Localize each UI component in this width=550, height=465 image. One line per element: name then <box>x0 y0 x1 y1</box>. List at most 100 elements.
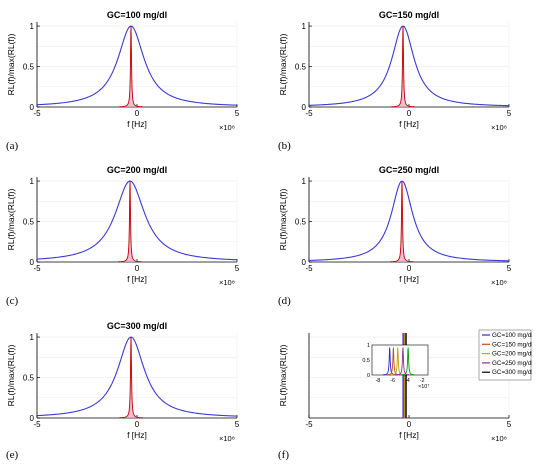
inset-x-tick-label: -8 <box>375 378 380 384</box>
series-line-broad <box>308 25 510 107</box>
series-line-broad <box>36 25 238 106</box>
chart-title: GC=300 mg/dl <box>107 321 167 331</box>
series-line-narrow <box>390 26 416 108</box>
panel-label: (a) <box>6 140 19 152</box>
y-axis-label: RL(f)/max(RL(f)) <box>6 344 16 406</box>
x-exponent-label: ×10⁸ <box>491 278 507 287</box>
chart-panel-d: -5 0 5 0 0.5 1 ×10⁸ f [Hz] RL(f)/max(RL(f)) GC=25… <box>272 157 532 302</box>
x-tick-label: 5 <box>507 420 512 429</box>
y-tick-label: 1 <box>302 177 307 186</box>
series-fill-narrow <box>119 26 143 107</box>
y-axis-label: RL(f)/max(RL(f)) <box>6 33 16 95</box>
y-tick-label: 1 <box>30 22 35 31</box>
x-exponent-label: ×10⁸ <box>219 434 235 443</box>
series-line-narrow <box>118 26 144 108</box>
series-line-narrow <box>118 337 144 419</box>
x-tick-label: 5 <box>235 420 240 429</box>
x-tick-label: 5 <box>507 264 512 273</box>
series-fill-narrow <box>118 181 142 262</box>
x-tick-label: -5 <box>33 109 41 118</box>
y-tick-label: 0 <box>302 103 307 112</box>
chart-svg: -5 0 5×10⁸ f [Hz] RL(f)/max(RL(f)) GC=100 mg/… <box>278 329 533 443</box>
y-tick-label: 0 <box>30 103 35 112</box>
inset-y-tick-label: 0.5 <box>362 358 370 364</box>
series-line-narrow <box>117 181 143 263</box>
y-tick-label: 1 <box>30 333 35 342</box>
legend-entry: GC=200 mg/dl <box>492 351 532 358</box>
series-fill-narrow <box>390 181 414 262</box>
y-tick-label: 0 <box>30 414 35 423</box>
series-line-broad <box>308 180 510 262</box>
chart-panel-f: -5 0 5 ×10⁸ f [Hz] RL(f)/max(RL(f)) GC=100 mg/… <box>272 313 533 458</box>
x-axis-label: f [Hz] <box>399 119 419 129</box>
inset-box <box>371 344 429 376</box>
chart-title: GC=250 mg/dl <box>379 165 439 175</box>
legend-entry: GC=300 mg/dl <box>492 369 532 376</box>
inset-y-tick-label: 1 <box>367 343 370 349</box>
x-axis-label: f [Hz] <box>399 430 419 440</box>
x-tick-label: 5 <box>235 264 240 273</box>
y-tick-label: 0.5 <box>295 218 307 227</box>
x-tick-label: -5 <box>305 264 313 273</box>
x-tick-label: 0 <box>407 109 412 118</box>
chart-panel-b: -5 0 5 0 0.5 1 ×10⁸ f [Hz] RL(f)/max(RL(f)) GC=15… <box>272 2 532 147</box>
chart-panel-a: -5 0 5 0 0.5 1 ×10⁸ f [Hz] RL(f)/max(RL(f)) GC=10… <box>0 2 260 147</box>
panel-label: (e) <box>6 449 19 461</box>
chart-panel-c: -5 0 5 0 0.5 1 ×10⁸ f [Hz] RL(f)/max(RL(f)) GC=20… <box>0 157 260 302</box>
x-axis-label: f [Hz] <box>127 430 147 440</box>
x-tick-label: 0 <box>135 420 140 429</box>
inset-x-tick-label: -6 <box>390 378 395 384</box>
y-tick-label: 0.5 <box>23 218 35 227</box>
x-exponent-label: ×10⁸ <box>219 123 235 132</box>
y-tick-label: 0 <box>302 258 307 267</box>
inset-series-line <box>401 347 415 376</box>
y-tick-label: 0.5 <box>295 63 307 72</box>
x-tick-label: 0 <box>407 264 412 273</box>
x-tick-label: 0 <box>407 420 412 429</box>
panel-label: (b) <box>278 140 291 152</box>
inset-x-exponent: ×10⁷ <box>418 383 429 390</box>
x-tick-label: -5 <box>305 420 313 429</box>
x-tick-label: 0 <box>135 264 140 273</box>
y-axis-label: RL(f)/max(RL(f)) <box>278 188 288 250</box>
panel-label: (f) <box>278 449 289 461</box>
x-exponent-label: ×10⁸ <box>491 123 507 132</box>
y-tick-label: 0.5 <box>23 374 35 383</box>
chart-title: GC=100 mg/dl <box>107 10 167 20</box>
inset-y-tick-label: 0 <box>367 373 370 379</box>
x-tick-label: -5 <box>33 264 41 273</box>
legend-entry: GC=250 mg/dl <box>492 360 532 367</box>
y-tick-label: 0 <box>30 258 35 267</box>
inset-series-line <box>396 347 410 376</box>
x-exponent-label: ×10⁸ <box>491 434 507 443</box>
panel-label: (c) <box>6 295 19 307</box>
panel-label: (d) <box>278 295 291 307</box>
y-axis-label: RL(f)/max(RL(f)) <box>278 33 288 95</box>
y-tick-label: 0.5 <box>23 63 35 72</box>
x-tick-label: 5 <box>235 109 240 118</box>
y-axis-label: RL(f)/max(RL(f)) <box>6 188 16 250</box>
chart-title: GC=150 mg/dl <box>379 10 439 20</box>
x-axis-label: f [Hz] <box>399 274 419 284</box>
series-line-broad <box>36 180 238 261</box>
chart-panel-e: -5 0 5 0 0.5 1 ×10⁸ f [Hz] RL(f)/max(RL(f)) GC=30… <box>0 313 260 458</box>
series-fill-narrow <box>119 337 143 418</box>
inset-x-tick-label: -4 <box>405 378 410 384</box>
x-tick-label: -5 <box>305 109 313 118</box>
legend-entry: GC=150 mg/dl <box>492 341 532 348</box>
x-exponent-label: ×10⁸ <box>219 278 235 287</box>
series-line-narrow <box>389 181 415 263</box>
legend-entry: GC=100 mg/dl <box>492 332 532 339</box>
series-line-broad <box>36 336 238 417</box>
x-axis-label: f [Hz] <box>127 119 147 129</box>
chart-title: GC=200 mg/dl <box>107 165 167 175</box>
x-tick-label: 5 <box>507 109 512 118</box>
x-axis-label: f [Hz] <box>127 274 147 284</box>
y-tick-label: 1 <box>302 22 307 31</box>
x-tick-label: 0 <box>135 109 140 118</box>
